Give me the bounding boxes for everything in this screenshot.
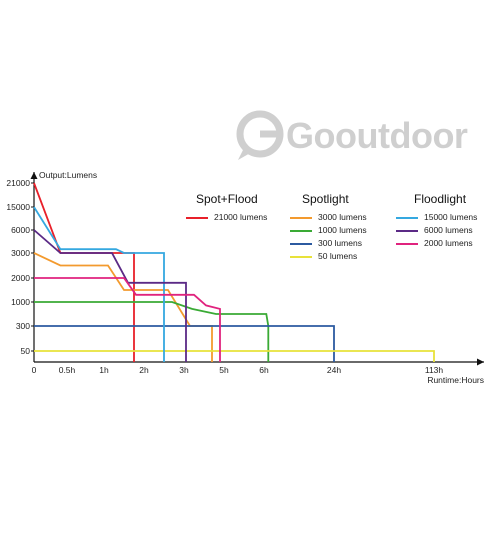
y-tick-label: 2000 — [11, 273, 30, 283]
legend-label: 1000 lumens — [318, 225, 367, 235]
legend-item: 6000 lumens — [396, 225, 473, 235]
x-tick-label: 0.5h — [59, 365, 76, 375]
legend-label: 300 lumens — [318, 238, 362, 248]
legend-item: 300 lumens — [290, 238, 362, 248]
legend-swatch — [396, 216, 418, 219]
x-tick-label: 2h — [139, 365, 149, 375]
series-line-8 — [34, 277, 221, 362]
legend-swatch — [290, 216, 312, 219]
x-tick-label: 3h — [179, 365, 189, 375]
y-tick-label: 21000 — [6, 178, 30, 188]
legend-group-title: Floodlight — [414, 192, 467, 206]
legend-label: 50 lumens — [318, 251, 358, 261]
legend-swatch — [290, 255, 312, 258]
y-axis-arrow-icon — [30, 172, 38, 179]
legend-group-title: Spotlight — [302, 192, 349, 206]
legend-label: 15000 lumens — [424, 212, 478, 222]
logo-text: Gooutdoor — [286, 115, 468, 156]
legend-label: 6000 lumens — [424, 225, 473, 235]
y-tick-label: 15000 — [6, 202, 30, 212]
series-line-3 — [34, 301, 270, 362]
legend-item: 15000 lumens — [396, 212, 477, 222]
legend-swatch — [290, 242, 312, 245]
series-line-1 — [33, 182, 135, 362]
y-tick-label: 3000 — [11, 248, 30, 258]
legend-swatch — [396, 229, 418, 232]
legend-label: 2000 lumens — [424, 238, 473, 248]
brand-logo: Gooutdoor — [234, 108, 468, 164]
x-tick-label: 6h — [259, 365, 269, 375]
legend-item: 50 lumens — [290, 251, 357, 261]
x-tick-label: 5h — [219, 365, 229, 375]
legend-item: 21000 lumens — [186, 212, 267, 222]
series-line-5 — [34, 350, 435, 362]
x-tick-label: 113h — [425, 365, 444, 375]
legend-item: 2000 lumens — [396, 238, 473, 248]
legend-swatch — [396, 242, 418, 245]
x-tick-label: 0 — [32, 365, 37, 375]
x-axis-arrow-icon — [477, 358, 484, 366]
x-axis-title: Runtime:Hours — [427, 375, 484, 385]
y-tick-label: 50 — [21, 346, 31, 356]
legend-item: 1000 lumens — [290, 225, 367, 235]
y-tick-label: 1000 — [11, 297, 30, 307]
legend-label: 21000 lumens — [214, 212, 268, 222]
y-tick-label: 6000 — [11, 225, 30, 235]
legend-item: 3000 lumens — [290, 212, 367, 222]
series-line-7 — [33, 229, 187, 362]
y-axis-title: Output:Lumens — [39, 170, 97, 180]
y-tick-label: 300 — [16, 321, 30, 331]
legend-group-title: Spot+Flood — [196, 192, 258, 206]
legend-swatch — [290, 229, 312, 232]
legend-label: 3000 lumens — [318, 212, 367, 222]
series-line-4 — [34, 325, 335, 362]
legend-swatch — [186, 216, 208, 219]
series-line-6 — [33, 206, 165, 362]
x-tick-label: 1h — [99, 365, 109, 375]
logo-g-mark-icon — [236, 110, 284, 160]
x-tick-label: 24h — [327, 365, 341, 375]
